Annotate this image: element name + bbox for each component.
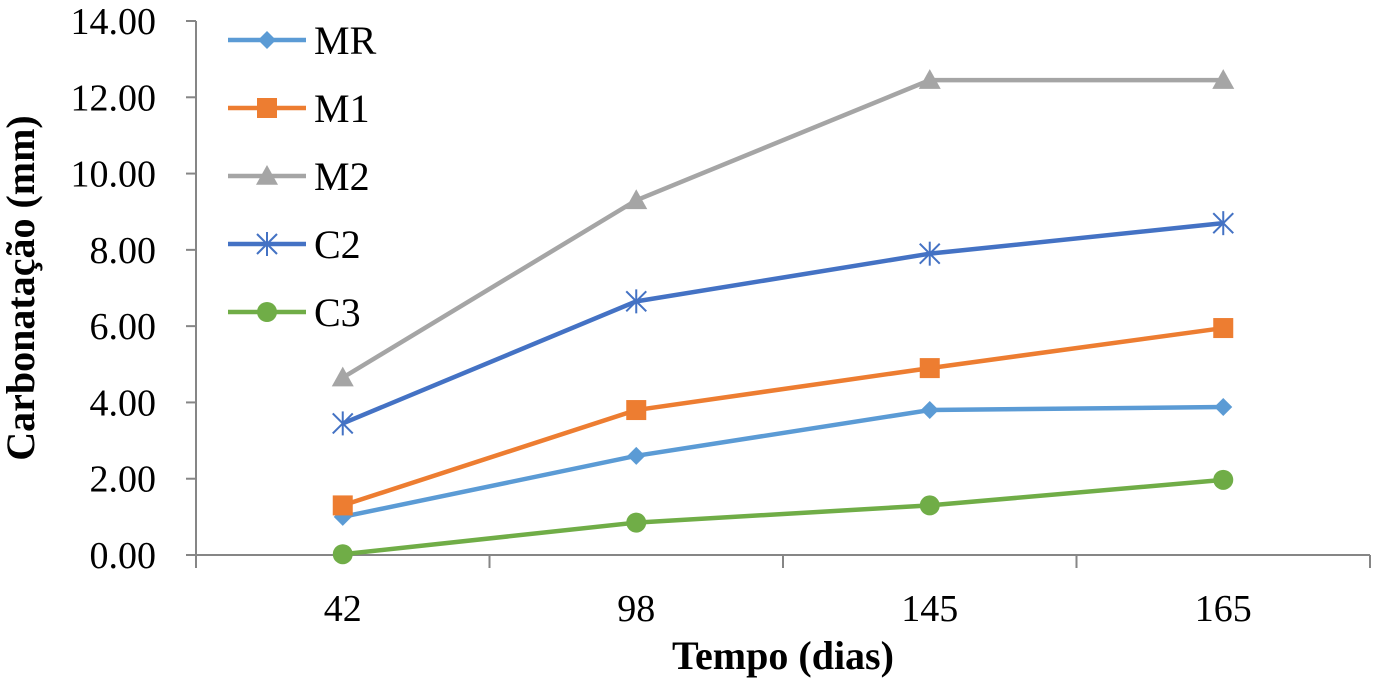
data-point: [1213, 318, 1234, 339]
legend-item-c2: C2: [228, 222, 361, 267]
series-mr: [333, 398, 1233, 526]
y-tick-label: 14.00: [71, 1, 157, 43]
series-line: [342, 404, 1224, 520]
series-c2: [332, 211, 1234, 436]
y-tick-label: 8.00: [90, 230, 157, 272]
y-axis: 0.00 2.00 4.00 6.00 8.00 10.00 12.00 14.00: [71, 1, 197, 577]
y-tick-label: 12.00: [71, 77, 157, 119]
y-tick-label: 10.00: [71, 154, 157, 196]
legend-marker: [256, 232, 278, 256]
data-point: [1214, 398, 1233, 417]
series-m2: [331, 69, 1235, 387]
x-tick-label: 145: [901, 588, 958, 630]
data-point: [625, 189, 648, 210]
series-m1: [332, 318, 1234, 516]
legend-label: M2: [314, 154, 370, 199]
data-point: [1212, 69, 1235, 89]
y-axis-title: Carbonatação (mm): [0, 115, 43, 461]
data-point: [920, 401, 939, 420]
data-point: [919, 241, 941, 266]
legend-marker: [257, 98, 277, 118]
legend-label: M1: [314, 86, 370, 131]
y-tick-label: 4.00: [90, 382, 157, 424]
data-point: [919, 495, 940, 516]
data-point: [331, 366, 354, 387]
data-point: [626, 400, 647, 421]
x-axis: 42 98 145 165: [195, 554, 1371, 630]
data-point: [332, 411, 354, 436]
y-tick-label: 2.00: [90, 459, 157, 501]
y-tick-label: 6.00: [90, 306, 157, 348]
series-line: [341, 77, 1224, 380]
series-line: [341, 220, 1224, 426]
data-point: [333, 507, 352, 526]
data-point: [625, 289, 647, 314]
x-axis-title: Tempo (dias): [672, 633, 894, 678]
data-point: [918, 69, 941, 89]
legend-label: MR: [314, 18, 377, 63]
legend-item-m1: M1: [228, 86, 370, 131]
x-tick-label: 42: [324, 588, 362, 630]
legend-item-m2: M2: [228, 154, 370, 199]
legend-marker: [256, 165, 278, 185]
data-point: [1213, 469, 1234, 490]
data-point: [1212, 211, 1234, 236]
data-point: [332, 495, 353, 516]
x-tick-label: 165: [1195, 588, 1252, 630]
legend-item-c3: C3: [228, 290, 361, 335]
legend-marker: [257, 302, 277, 322]
y-tick-label: 0.00: [90, 535, 157, 577]
legend-label: C2: [314, 222, 361, 267]
x-tick-label: 98: [617, 588, 655, 630]
legend-marker: [258, 31, 276, 49]
legend-item-mr: MR: [228, 18, 377, 63]
series-c3: [332, 469, 1234, 565]
series-layer: [331, 69, 1235, 565]
series-line: [342, 477, 1224, 557]
data-point: [627, 446, 646, 465]
data-point: [332, 544, 353, 565]
legend: MR M1 M2 C2 C3: [228, 18, 377, 335]
legend-label: C3: [314, 290, 361, 335]
series-line: [342, 325, 1224, 508]
data-point: [919, 358, 940, 379]
data-point: [626, 512, 647, 533]
